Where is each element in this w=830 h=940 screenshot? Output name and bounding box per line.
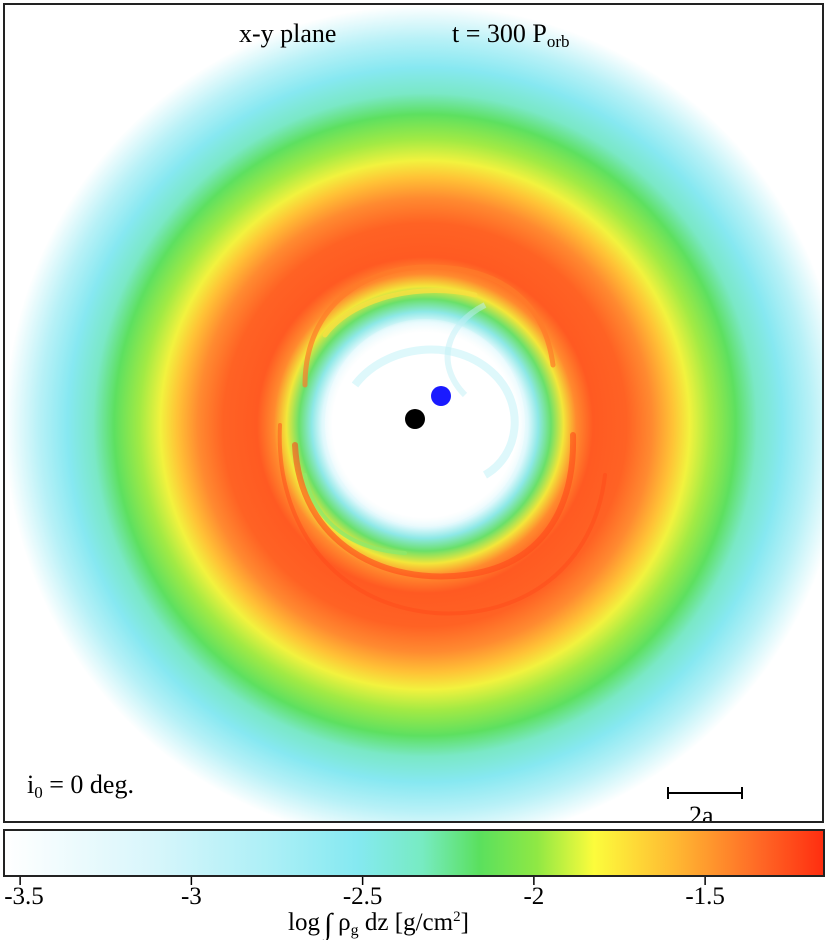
scale-bar: [667, 787, 743, 799]
spiral-arms: [277, 264, 607, 616]
colorbar-ticks: [19, 877, 706, 885]
time-label: t = 300 Porb: [452, 19, 570, 51]
colorbar-tick-label: -3: [180, 883, 202, 910]
scale-label: 2a: [689, 801, 714, 823]
primary-star: [405, 409, 425, 429]
colorbar-tick-label: -3.5: [4, 883, 44, 910]
colorbar-tick-label: -1.5: [685, 883, 725, 910]
secondary-star: [431, 386, 451, 406]
colorbar: [3, 829, 825, 877]
plane-label: x-y plane: [239, 19, 337, 48]
colorbar-title: log ∫ ρg dz [g/cm2]: [288, 908, 469, 940]
density-map-panel: x-y plane t = 300 Porb i0 = 0 deg. 2a: [3, 3, 824, 823]
density-map: [5, 5, 822, 821]
inclination-label: i0 = 0 deg.: [27, 770, 134, 802]
colorbar-tick-label: -2.5: [342, 883, 383, 910]
colorbar-tick-label: -2: [523, 883, 545, 910]
